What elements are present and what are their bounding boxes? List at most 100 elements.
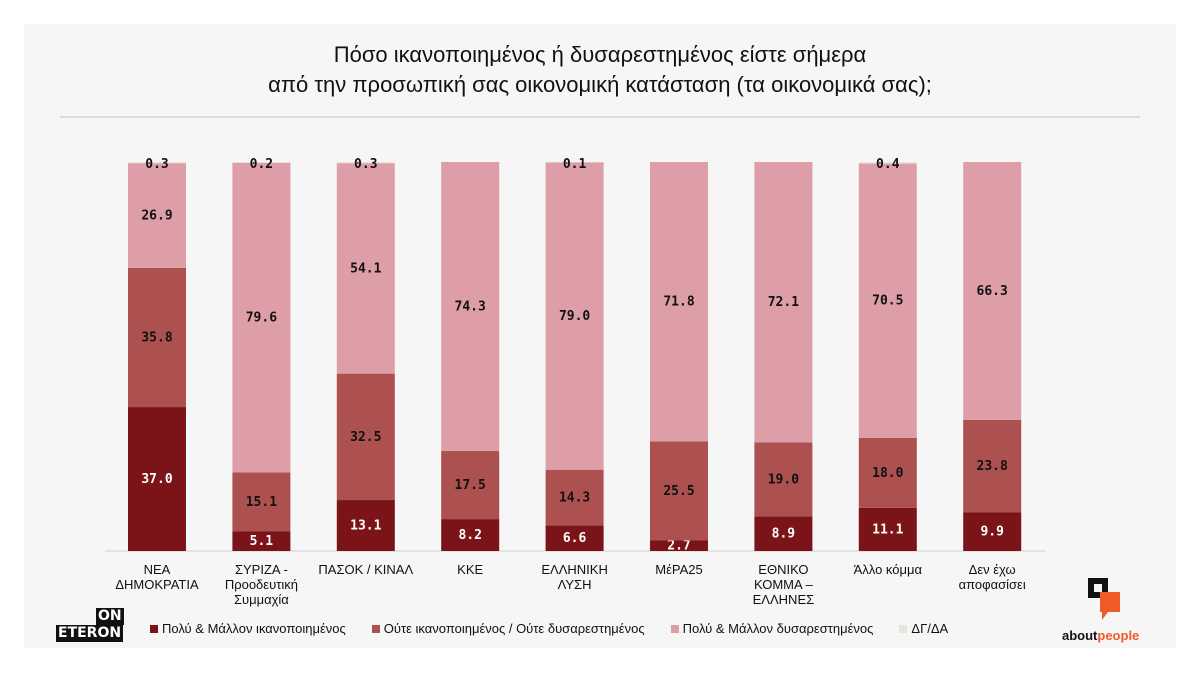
bar-segment xyxy=(545,162,604,470)
category-label-line: Προοδευτική xyxy=(224,577,298,592)
data-label: 79.0 xyxy=(559,309,590,324)
bar-segment xyxy=(858,163,917,438)
category-label: ΝΕΑ ΔΗΜΟΚΡΑΤΙΑ xyxy=(102,562,212,592)
bar-segment xyxy=(336,373,395,501)
bar-segment xyxy=(754,442,813,517)
category-label: ΣΥΡΙΖΑ - Προοδευτική Συμμαχία xyxy=(206,562,316,607)
category-label: Άλλο κόμμα xyxy=(833,562,943,577)
data-label: 0.3 xyxy=(145,157,168,172)
data-label: 18.0 xyxy=(872,466,903,481)
legend-label: Πολύ & Μάλλον ικανοποιημένος xyxy=(162,621,346,636)
bar-segment xyxy=(336,162,395,164)
data-label: 2.7 xyxy=(667,539,690,554)
data-label: 5.1 xyxy=(250,534,274,549)
bar-segment xyxy=(650,540,708,551)
bar-segment xyxy=(232,531,291,551)
bar-segment xyxy=(128,163,186,268)
data-label: 14.3 xyxy=(559,491,590,506)
legend-swatch xyxy=(150,624,158,633)
bar-segment xyxy=(858,507,917,551)
category-label-line: ΕΘΝΙΚΟ xyxy=(758,562,809,577)
data-label: 8.9 xyxy=(772,527,795,542)
bar-segment xyxy=(963,162,1022,420)
data-label: 0.1 xyxy=(563,157,587,172)
data-label: 8.2 xyxy=(458,528,481,543)
bar-segment xyxy=(232,162,291,163)
bar-segment xyxy=(963,419,1022,513)
category-label-line: ΔΗΜΟΚΡΑΤΙΑ xyxy=(115,577,199,592)
bar-segment xyxy=(650,162,708,442)
category-label-line: ΚΟΜΜΑ – xyxy=(753,577,813,592)
category-label-line: αποφασίσει xyxy=(958,577,1026,592)
category-label-line: ΛΥΣΗ xyxy=(557,577,592,592)
bar-segment xyxy=(858,162,917,164)
data-label: 15.1 xyxy=(246,495,277,510)
data-label: 74.3 xyxy=(455,300,486,315)
bar-segment xyxy=(336,500,395,551)
legend-item: Πολύ & Μάλλον ικανοποιημένος xyxy=(150,621,346,636)
category-label-line: Δεν έχω xyxy=(968,562,1016,577)
bar-segment xyxy=(441,519,500,551)
category-label: ΕΘΝΙΚΟ ΚΟΜΜΑ – ΕΛΛΗΝΕΣ xyxy=(728,562,838,607)
legend-label: ΔΓ/ΔΑ xyxy=(911,621,949,636)
category-label-line: ΕΛΛΗΝΕΣ xyxy=(752,592,815,607)
bar-segment xyxy=(336,163,395,374)
legend-label: Πολύ & Μάλλον δυσαρεστημένος xyxy=(682,621,874,636)
bar-segment xyxy=(858,437,917,508)
data-label: 37.0 xyxy=(141,472,172,487)
legend-label: Ούτε ικανοποιημένος / Ούτε δυσαρεστημένο… xyxy=(383,621,645,636)
legend-item: Ούτε ικανοποιημένος / Ούτε δυσαρεστημένο… xyxy=(371,621,645,636)
aboutpeople-text: aboutpeople xyxy=(1062,628,1140,643)
category-label-line: Άλλο κόμμα xyxy=(853,562,922,577)
category-label-line: ΕΛΛΗΝΙΚΗ xyxy=(541,562,608,577)
category-label: ΕΛΛΗΝΙΚΗ ΛΥΣΗ xyxy=(520,562,630,592)
bar-segment xyxy=(754,162,813,443)
bar-segment xyxy=(545,525,604,551)
data-label: 71.8 xyxy=(663,295,694,310)
data-label: 72.1 xyxy=(768,295,799,310)
bar-segment xyxy=(545,469,604,526)
title-divider xyxy=(60,116,1140,118)
data-label: 17.5 xyxy=(455,478,486,493)
title-line-2: από την προσωπική σας οικονομική κατάστα… xyxy=(268,72,932,97)
logo-on-text: ON xyxy=(96,608,124,625)
speech-bubbles-icon xyxy=(1088,578,1120,620)
data-label: 23.8 xyxy=(977,459,1008,474)
bar-segment xyxy=(128,407,186,551)
data-label: 11.1 xyxy=(872,522,903,537)
data-label: 35.8 xyxy=(141,330,172,345)
logo-eteron-text: ETERON xyxy=(56,625,124,642)
bar-segment xyxy=(441,162,500,452)
chart-title: Πόσο ικανοποιημένος ή δυσαρεστημένος είσ… xyxy=(0,40,1200,100)
legend-swatch xyxy=(899,624,908,633)
legend-item: ΔΓ/ΔΑ xyxy=(899,621,948,636)
category-label-line: ΠΑΣΟΚ / ΚΙΝΑΛ xyxy=(318,562,414,577)
data-label: 79.6 xyxy=(246,311,277,326)
legend: Πολύ & Μάλλον ικανοποιημένος Ούτε ικανοπο… xyxy=(150,621,948,636)
data-label: 0.4 xyxy=(876,157,900,172)
data-label: 13.1 xyxy=(350,519,381,534)
bar-segment xyxy=(545,162,604,163)
bar-segment xyxy=(128,267,186,408)
category-label: ΜέΡΑ25 xyxy=(624,562,734,577)
category-label: Δεν έχω αποφασίσει xyxy=(937,562,1047,592)
category-label-line: ΜέΡΑ25 xyxy=(655,562,703,577)
data-label: 26.9 xyxy=(141,208,172,223)
bar-segment xyxy=(963,512,1022,551)
data-label: 66.3 xyxy=(977,284,1008,299)
data-label: 0.3 xyxy=(354,157,377,172)
bar-segment xyxy=(128,162,186,164)
data-label: 32.5 xyxy=(350,430,381,445)
category-label-line: Συμμαχία xyxy=(233,592,289,607)
data-label: 25.5 xyxy=(663,484,694,499)
bar-segment xyxy=(754,516,813,551)
data-label: 54.1 xyxy=(350,261,381,276)
legend-swatch xyxy=(371,624,380,633)
data-label: 0.2 xyxy=(250,157,273,172)
category-label: ΚΚΕ xyxy=(415,562,525,577)
category-label-line: ΚΚΕ xyxy=(457,562,484,577)
bar-segment xyxy=(650,441,708,541)
bar-segment xyxy=(232,472,291,532)
legend-item: Πολύ & Μάλλον δυσαρεστημένος xyxy=(670,621,874,636)
